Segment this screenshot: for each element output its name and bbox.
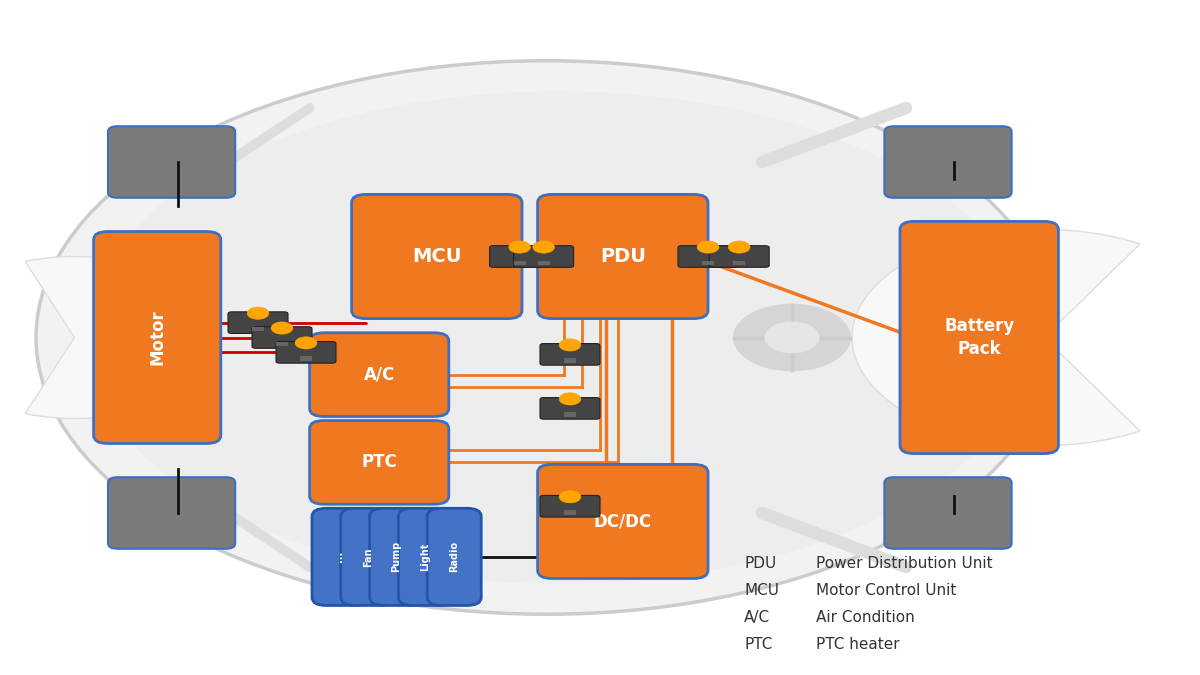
FancyBboxPatch shape bbox=[709, 246, 769, 267]
FancyBboxPatch shape bbox=[108, 126, 235, 198]
Circle shape bbox=[697, 241, 719, 253]
Circle shape bbox=[247, 307, 269, 319]
FancyBboxPatch shape bbox=[514, 261, 526, 265]
FancyBboxPatch shape bbox=[540, 398, 600, 419]
Text: PTC heater: PTC heater bbox=[816, 637, 900, 652]
Text: Motor: Motor bbox=[149, 310, 166, 365]
FancyBboxPatch shape bbox=[564, 412, 576, 417]
FancyBboxPatch shape bbox=[514, 246, 574, 267]
FancyBboxPatch shape bbox=[300, 356, 312, 361]
FancyBboxPatch shape bbox=[310, 333, 449, 416]
FancyBboxPatch shape bbox=[538, 261, 550, 265]
FancyBboxPatch shape bbox=[108, 477, 235, 549]
Circle shape bbox=[559, 393, 581, 405]
Text: ...: ... bbox=[334, 551, 344, 562]
Text: A/C: A/C bbox=[744, 610, 770, 625]
Text: Battery
Pack: Battery Pack bbox=[944, 317, 1014, 358]
Text: DC/DC: DC/DC bbox=[594, 512, 652, 531]
FancyBboxPatch shape bbox=[427, 508, 481, 605]
FancyBboxPatch shape bbox=[564, 510, 576, 515]
Text: Motor Control Unit: Motor Control Unit bbox=[816, 583, 956, 598]
FancyBboxPatch shape bbox=[702, 261, 714, 265]
FancyBboxPatch shape bbox=[310, 421, 449, 504]
Text: Radio: Radio bbox=[449, 541, 460, 572]
Text: Power Distribution Unit: Power Distribution Unit bbox=[816, 556, 992, 571]
Circle shape bbox=[509, 241, 530, 253]
FancyBboxPatch shape bbox=[252, 327, 312, 348]
Circle shape bbox=[295, 337, 317, 349]
FancyBboxPatch shape bbox=[352, 194, 522, 319]
FancyBboxPatch shape bbox=[398, 508, 452, 605]
Text: PTC: PTC bbox=[361, 454, 397, 471]
Text: Air Condition: Air Condition bbox=[816, 610, 914, 625]
Circle shape bbox=[766, 323, 818, 352]
Circle shape bbox=[533, 241, 554, 253]
FancyBboxPatch shape bbox=[540, 344, 600, 365]
Text: MCU: MCU bbox=[412, 247, 462, 266]
Ellipse shape bbox=[36, 61, 1056, 614]
Text: A/C: A/C bbox=[364, 366, 395, 383]
FancyBboxPatch shape bbox=[490, 246, 550, 267]
Circle shape bbox=[728, 241, 750, 253]
Text: Pump: Pump bbox=[391, 541, 402, 572]
Circle shape bbox=[559, 339, 581, 351]
Text: Fan: Fan bbox=[362, 547, 373, 566]
FancyBboxPatch shape bbox=[312, 508, 366, 605]
Text: PTC: PTC bbox=[744, 637, 773, 652]
FancyBboxPatch shape bbox=[884, 477, 1012, 549]
Wedge shape bbox=[852, 230, 1140, 446]
FancyBboxPatch shape bbox=[94, 232, 221, 443]
Circle shape bbox=[559, 491, 581, 503]
Text: PDU: PDU bbox=[600, 247, 646, 266]
FancyBboxPatch shape bbox=[228, 312, 288, 333]
FancyBboxPatch shape bbox=[884, 126, 1012, 198]
Text: Light: Light bbox=[420, 543, 431, 571]
Wedge shape bbox=[25, 256, 218, 418]
FancyBboxPatch shape bbox=[900, 221, 1058, 454]
FancyBboxPatch shape bbox=[678, 246, 738, 267]
FancyBboxPatch shape bbox=[370, 508, 424, 605]
FancyBboxPatch shape bbox=[538, 464, 708, 578]
FancyBboxPatch shape bbox=[564, 358, 576, 363]
Circle shape bbox=[734, 305, 850, 370]
FancyBboxPatch shape bbox=[733, 261, 745, 265]
FancyBboxPatch shape bbox=[276, 342, 288, 346]
Ellipse shape bbox=[86, 91, 1030, 584]
FancyBboxPatch shape bbox=[538, 194, 708, 319]
FancyBboxPatch shape bbox=[341, 508, 395, 605]
FancyBboxPatch shape bbox=[252, 327, 264, 331]
Text: PDU: PDU bbox=[744, 556, 776, 571]
FancyBboxPatch shape bbox=[540, 495, 600, 517]
Circle shape bbox=[271, 322, 293, 334]
Text: MCU: MCU bbox=[744, 583, 779, 598]
FancyBboxPatch shape bbox=[276, 342, 336, 363]
